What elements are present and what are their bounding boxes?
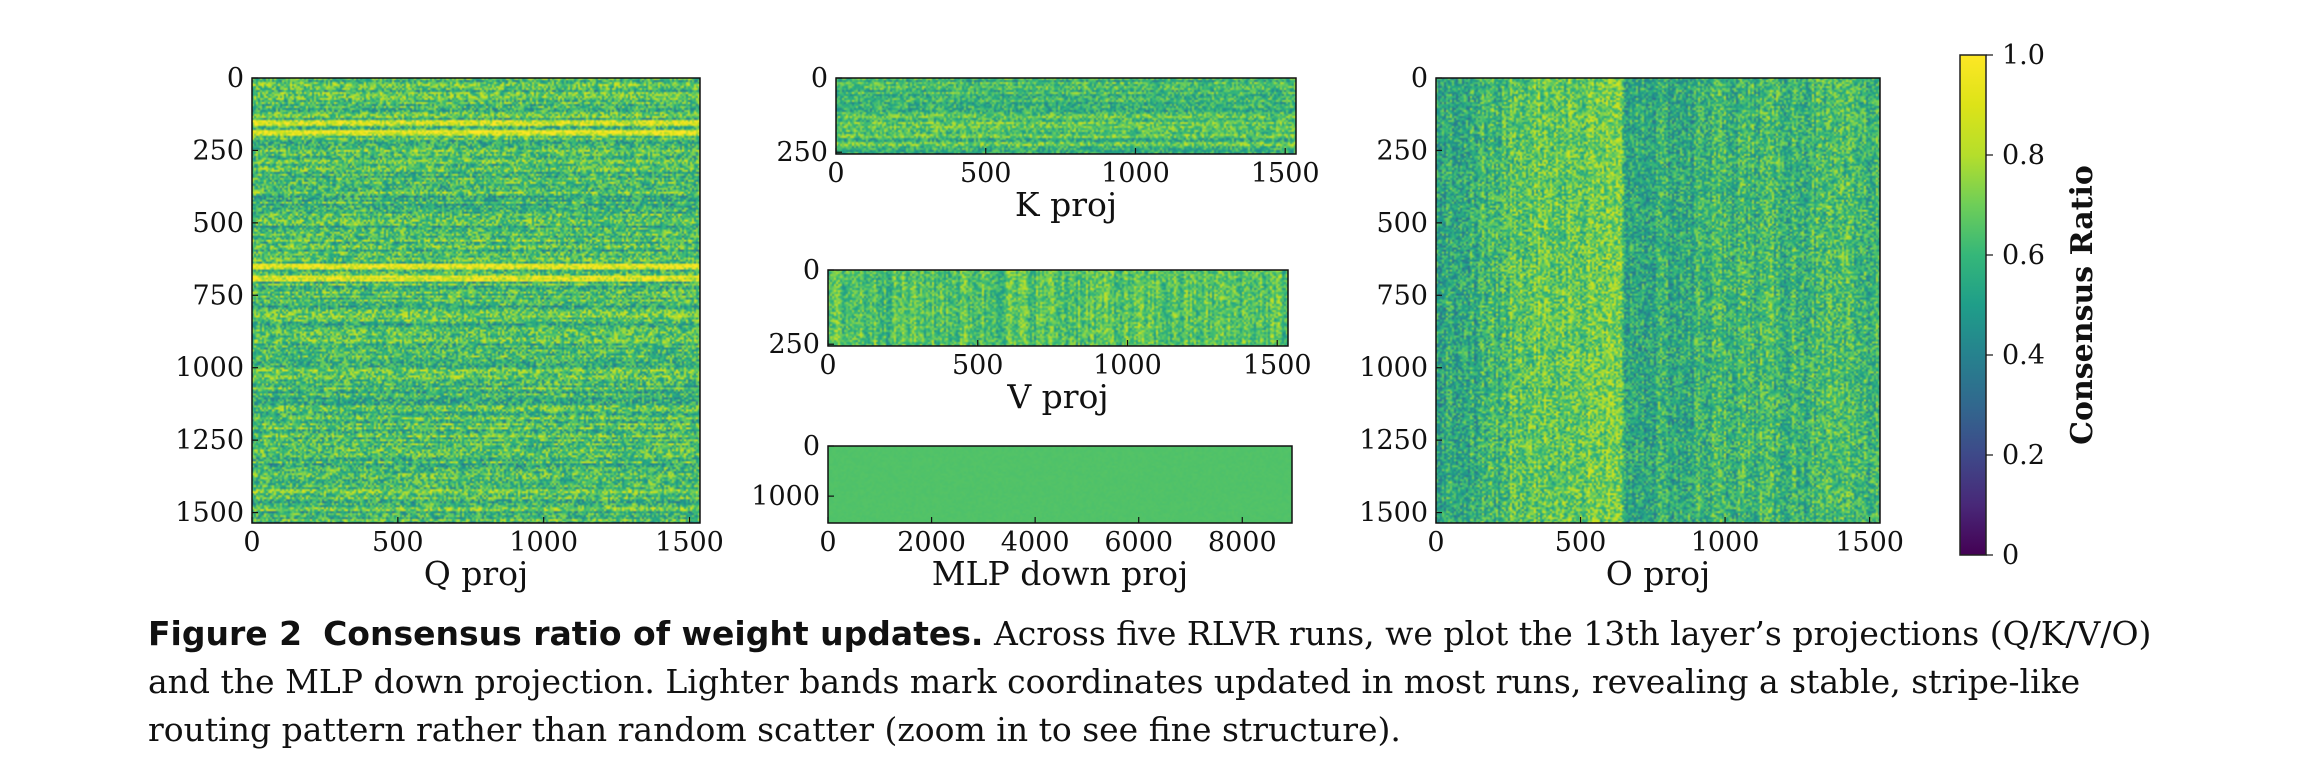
q-proj-x-tick-label: 1500 bbox=[655, 527, 724, 558]
v-proj-x-tick-label: 1000 bbox=[1093, 350, 1162, 381]
q-proj-heatmap-cells bbox=[252, 78, 700, 523]
v-proj-title: V proj bbox=[1006, 377, 1108, 416]
q-proj-y-tick-label: 500 bbox=[192, 208, 244, 239]
q-proj-title: Q proj bbox=[424, 554, 529, 593]
v-proj-x-tick-label: 0 bbox=[819, 350, 836, 381]
mlp-down-proj-heatmap-cells bbox=[828, 446, 1292, 523]
o-proj-x-tick-label: 1000 bbox=[1691, 527, 1760, 558]
o-proj-y-tick-label: 500 bbox=[1376, 208, 1428, 239]
o-proj-x-tick-label: 500 bbox=[1555, 527, 1607, 558]
mlp-down-proj-x-tick-label: 8000 bbox=[1208, 527, 1277, 558]
o-proj-y-tick-label: 1250 bbox=[1359, 425, 1428, 456]
k-proj-x-tick-label: 500 bbox=[960, 158, 1012, 189]
q-proj-y-tick-label: 250 bbox=[192, 135, 244, 166]
colorbar-tick-label: 0.8 bbox=[2002, 140, 2045, 171]
figure-caption: Figure 2 Consensus ratio of weight updat… bbox=[148, 610, 2188, 754]
mlp-down-proj-x-tick-label: 2000 bbox=[897, 527, 966, 558]
colorbar: 0 0.2 0.4 0.6 0.8 1.0 Consensus Ratio bbox=[1959, 40, 2100, 571]
caption-text: Across five RLVR runs, we plot the 13th … bbox=[148, 614, 2152, 749]
mlp-down-proj-x-tick-label: 0 bbox=[819, 527, 836, 558]
v-proj-heatmap-cells bbox=[828, 270, 1288, 346]
colorbar-tick-label: 1.0 bbox=[2002, 40, 2045, 71]
colorbar-tick-label: 0.4 bbox=[2002, 340, 2045, 371]
k-proj-x-tick-label: 1000 bbox=[1101, 158, 1170, 189]
mlp-down-proj-title: MLP down proj bbox=[932, 554, 1188, 593]
o-proj-x-tick-label: 0 bbox=[1427, 527, 1444, 558]
q-proj-x-tick-label: 500 bbox=[372, 527, 424, 558]
v-proj-y-tick-label: 250 bbox=[768, 329, 820, 360]
colorbar-label: Consensus Ratio bbox=[2065, 165, 2100, 445]
o-proj-y-tick-label: 0 bbox=[1411, 63, 1428, 94]
v-proj-x-tick-label: 500 bbox=[952, 350, 1004, 381]
o-proj-frame bbox=[1435, 77, 1881, 524]
k-proj-x-tick-label: 1500 bbox=[1251, 158, 1320, 189]
k-proj-heatmap-cells bbox=[836, 78, 1296, 154]
colorbar-tick-label: 0.6 bbox=[2002, 240, 2045, 271]
o-proj-y-tick-label: 1000 bbox=[1359, 353, 1428, 384]
q-proj-x-tick-label: 0 bbox=[243, 527, 260, 558]
colorbar-gradient bbox=[1959, 54, 1987, 556]
caption-label: Figure 2 bbox=[148, 614, 303, 653]
mlp-down-proj-y-tick-label: 0 bbox=[803, 431, 820, 462]
mlp-down-proj-x-tick-label: 4000 bbox=[1001, 527, 1070, 558]
o-proj-y-tick-label: 1500 bbox=[1359, 498, 1428, 529]
v-proj-x-tick-label: 1500 bbox=[1243, 350, 1312, 381]
q-proj-frame bbox=[251, 77, 701, 524]
mlp-down-proj-y-tick-label: 1000 bbox=[751, 481, 820, 512]
q-proj-x-tick-label: 1000 bbox=[509, 527, 578, 558]
k-proj-frame bbox=[835, 77, 1297, 155]
q-proj-y-tick-label: 1250 bbox=[175, 425, 244, 456]
v-proj-y-tick-label: 0 bbox=[803, 255, 820, 286]
mlp-down-proj-frame bbox=[827, 445, 1293, 524]
q-proj-y-tick-label: 1500 bbox=[175, 498, 244, 529]
mlp-down-proj-panel: 0 2000 4000 6000 8000 0 1000 MLP down proj bbox=[751, 431, 1293, 593]
mlp-down-proj-x-tick-label: 6000 bbox=[1104, 527, 1173, 558]
q-proj-y-tick-label: 1000 bbox=[175, 353, 244, 384]
o-proj-y-tick-label: 750 bbox=[1376, 280, 1428, 311]
k-proj-y-tick-label: 0 bbox=[811, 63, 828, 94]
q-proj-y-tick-label: 750 bbox=[192, 280, 244, 311]
colorbar-tick-label: 0 bbox=[2002, 540, 2019, 571]
colorbar-tick-label: 0.2 bbox=[2002, 440, 2045, 471]
o-proj-heatmap-cells bbox=[1436, 78, 1880, 523]
o-proj-title: O proj bbox=[1606, 554, 1711, 593]
v-proj-frame bbox=[827, 269, 1289, 347]
k-proj-x-tick-label: 0 bbox=[827, 158, 844, 189]
q-proj-y-tick-label: 0 bbox=[227, 63, 244, 94]
k-proj-title: K proj bbox=[1015, 185, 1117, 224]
o-proj-x-tick-label: 1500 bbox=[1835, 527, 1904, 558]
caption-title: Consensus ratio of weight updates. bbox=[323, 614, 984, 653]
o-proj-y-tick-label: 250 bbox=[1376, 135, 1428, 166]
k-proj-y-tick-label: 250 bbox=[776, 137, 828, 168]
